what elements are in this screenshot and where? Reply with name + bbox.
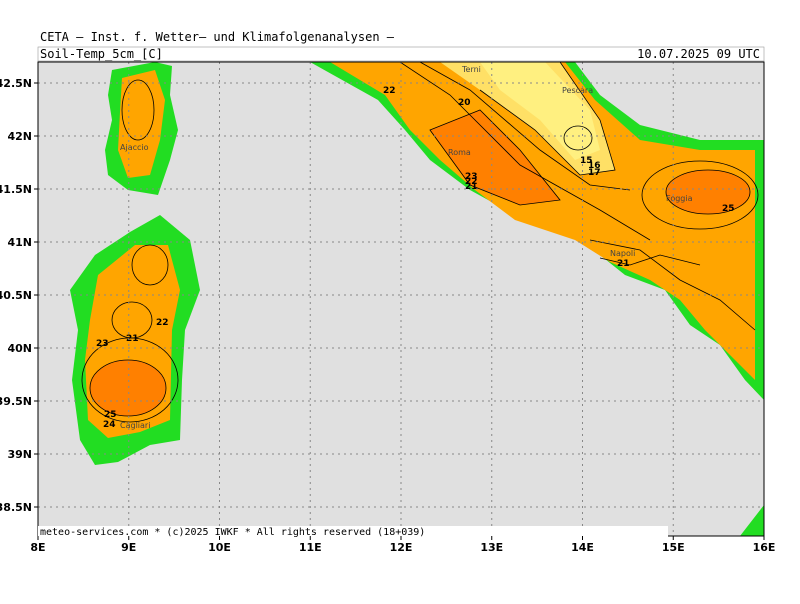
lon-label: 12E: [390, 541, 413, 554]
place-label: Roma: [448, 148, 471, 157]
isoline: [589, 239, 756, 331]
place-label: Pescara: [562, 86, 593, 95]
contour-label: 22: [156, 318, 169, 328]
footer-bar: [38, 526, 668, 537]
contour-label: 21: [126, 334, 139, 344]
contour-label: 24: [103, 420, 116, 430]
header-bar: [37, 46, 765, 62]
isoline: [641, 160, 759, 230]
lon-label: 11E: [299, 541, 322, 554]
place-label: Cagliari: [120, 421, 150, 430]
temperature-field: [480, 62, 600, 160]
contour-label: 23: [96, 339, 109, 349]
lon-label: 9E: [121, 541, 136, 554]
place-label: Terni: [461, 65, 481, 74]
contour-label: 16: [588, 161, 601, 171]
lon-label: 13E: [480, 541, 503, 554]
place-label: Foggia: [666, 194, 693, 203]
lat-label: 39N: [7, 448, 32, 461]
parameter: Soil-Temp_5cm_[C]: [40, 47, 163, 61]
graticule: [38, 62, 764, 536]
place-label: Ajaccio: [120, 143, 149, 152]
lat-label: 42N: [7, 130, 32, 143]
place-label: Napoli: [610, 249, 635, 258]
footer: meteo-services.com * (c)2025 IWKF * All …: [40, 527, 425, 538]
isoline: [429, 109, 561, 206]
isoline: [440, 62, 616, 176]
temperature-field: [666, 170, 750, 214]
lat-label: 41.5N: [0, 183, 32, 196]
isoline: [419, 62, 631, 191]
lon-label: 15E: [662, 541, 685, 554]
axes: 8E 9E 10E 11E 12E 13E 14E 15E 16E 42.5N 42N 41.5N 41…: [0, 77, 775, 554]
land: [740, 505, 764, 536]
contour-label: 22: [465, 177, 478, 187]
isoline: [665, 169, 751, 215]
isoline: [599, 254, 701, 266]
valid-time: 10.07.2025 09 UTC: [637, 47, 760, 61]
lat-label: 40N: [7, 342, 32, 355]
lat-label: 41N: [7, 236, 32, 249]
map-area: Ajaccio Roma Terni Pescara Foggia Napoli…: [38, 62, 764, 536]
contour-label: 22: [383, 86, 396, 96]
lon-label: 8E: [30, 541, 45, 554]
contour-label: 25: [722, 204, 735, 214]
temperature-field: [90, 360, 166, 416]
lon-label: 14E: [571, 541, 594, 554]
lon-label: 10E: [208, 541, 231, 554]
contour-label: 17: [588, 168, 601, 178]
isoline: [399, 62, 651, 241]
lon-label: 16E: [753, 541, 776, 554]
contour-label: 15: [580, 156, 593, 166]
contour-label: 21: [465, 182, 478, 192]
contour-label: 23: [465, 172, 478, 182]
contour-label: 25: [104, 410, 117, 420]
isoline: [563, 125, 593, 151]
lat-label: 42.5N: [0, 77, 32, 90]
isoline: [121, 79, 155, 141]
title: CETA — Inst. f. Wetter— und Klimafolgena…: [40, 30, 395, 44]
temperature-field: [430, 110, 560, 205]
contour-label: 21: [617, 259, 630, 269]
contour-label: 20: [458, 98, 471, 108]
isoline: [111, 301, 153, 339]
isoline: [131, 244, 169, 286]
lat-label: 40.5N: [0, 289, 32, 302]
lat-label: 39.5N: [0, 395, 32, 408]
lat-label: 38.5N: [0, 501, 32, 514]
temperature-field: [118, 70, 165, 178]
temperature-field: [330, 62, 755, 380]
isoline: [89, 359, 167, 417]
